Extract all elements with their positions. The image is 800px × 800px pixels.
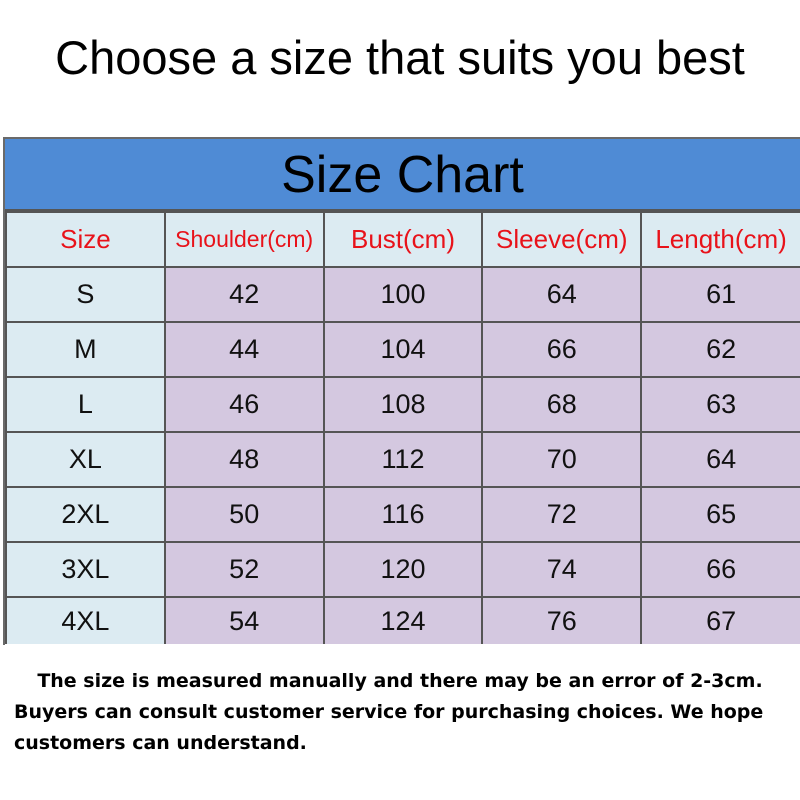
cell-size: 4XL [5, 596, 166, 644]
cell-bust: 104 [322, 321, 484, 378]
cell-shoulder: 52 [163, 541, 325, 598]
cell-bust: 100 [322, 266, 484, 323]
cell-shoulder: 44 [163, 321, 325, 378]
cell-size: S [5, 266, 166, 323]
size-chart: Size Chart Size Shoulder(cm) Bust(cm) Sl… [3, 137, 800, 645]
cell-bust: 112 [322, 431, 484, 488]
column-header-sleeve: Sleeve(cm) [481, 211, 643, 268]
cell-shoulder: 48 [163, 431, 325, 488]
cell-size: 3XL [5, 541, 166, 598]
cell-sleeve: 76 [481, 596, 643, 644]
page-heading: Choose a size that suits you best [55, 31, 745, 84]
column-header-bust: Bust(cm) [322, 211, 484, 268]
cell-length: 66 [640, 541, 800, 598]
cell-size: XL [5, 431, 166, 488]
table-row: S 42 100 64 61 [5, 266, 800, 323]
cell-length: 62 [640, 321, 800, 378]
cell-shoulder: 50 [163, 486, 325, 543]
cell-length: 61 [640, 266, 800, 323]
cell-shoulder: 54 [163, 596, 325, 644]
column-header-shoulder: Shoulder(cm) [163, 211, 325, 268]
table-row: 3XL 52 120 74 66 [5, 541, 800, 598]
cell-sleeve: 66 [481, 321, 643, 378]
cell-bust: 120 [322, 541, 484, 598]
cell-shoulder: 42 [163, 266, 325, 323]
cell-length: 64 [640, 431, 800, 488]
size-chart-title: Size Chart [5, 139, 800, 211]
cell-shoulder: 46 [163, 376, 325, 433]
cell-size: 2XL [5, 486, 166, 543]
cell-sleeve: 64 [481, 266, 643, 323]
cell-sleeve: 74 [481, 541, 643, 598]
cell-sleeve: 70 [481, 431, 643, 488]
note-line: The size is measured manually and there … [37, 670, 763, 692]
table-header-row: Size Shoulder(cm) Bust(cm) Sleeve(cm) Le… [5, 211, 800, 268]
cell-bust: 124 [322, 596, 484, 644]
measurement-note: The size is measured manually and there … [0, 666, 800, 759]
table-row: M 44 104 66 62 [5, 321, 800, 378]
table-row: L 46 108 68 63 [5, 376, 800, 433]
cell-bust: 116 [322, 486, 484, 543]
table-row: 4XL 54 124 76 67 [5, 596, 800, 644]
table-row: XL 48 112 70 64 [5, 431, 800, 488]
cell-sleeve: 72 [481, 486, 643, 543]
cell-size: L [5, 376, 166, 433]
cell-size: M [5, 321, 166, 378]
column-header-size: Size [5, 211, 166, 268]
cell-bust: 108 [322, 376, 484, 433]
note-line: customers can understand. [14, 732, 307, 754]
table-row: 2XL 50 116 72 65 [5, 486, 800, 543]
cell-sleeve: 68 [481, 376, 643, 433]
cell-length: 63 [640, 376, 800, 433]
column-header-length: Length(cm) [640, 211, 800, 268]
cell-length: 67 [640, 596, 800, 644]
size-table: Size Shoulder(cm) Bust(cm) Sleeve(cm) Le… [5, 211, 800, 644]
note-line: Buyers can consult customer service for … [14, 701, 764, 723]
cell-length: 65 [640, 486, 800, 543]
